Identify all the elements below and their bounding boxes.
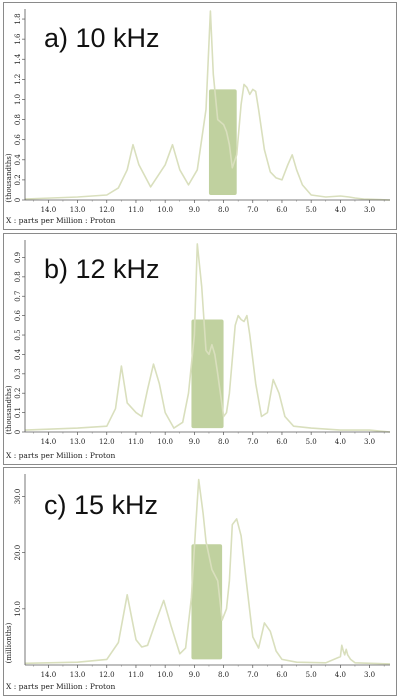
x-tick-label: 3.0 <box>364 671 375 679</box>
x-tick-label: 12.0 <box>99 206 115 214</box>
highlight-region <box>208 89 237 195</box>
spectrum-svg: 14.0 13.0 12.0 11.0 10.0 9.0 8.0 7.0 6.0 5.0 4.0 3.… <box>5 9 391 225</box>
x-tick-label: 8.0 <box>218 438 229 446</box>
spectrum-panel-12khz: 14.0 13.0 12.0 11.0 10.0 9.0 8.0 7.0 6.0 5.0 4.0 3.… <box>3 233 397 465</box>
y-axis-label: (thousandths) <box>5 385 13 434</box>
x-tick-label: 13.0 <box>70 206 86 214</box>
x-axis-label: X : parts per Million : Proton <box>6 216 116 225</box>
y-tick-label: 0.1 <box>14 407 22 418</box>
spectrum-svg: 14.0 13.0 12.0 11.0 10.0 9.0 8.0 7.0 6.0 5.0 4.0 3.… <box>5 474 391 691</box>
y-tick-label: 1.2 <box>14 74 22 85</box>
x-tick-label: 3.0 <box>364 438 375 446</box>
y-tick-label: 0.2 <box>14 388 22 399</box>
x-tick-label: 12.0 <box>99 671 115 679</box>
x-tick-label: 5.0 <box>306 206 317 214</box>
spectrum-panel-15khz: 14.0 13.0 12.0 11.0 10.0 9.0 8.0 7.0 6.0 5.0 4.0 3.… <box>3 467 397 696</box>
x-tick-label: 7.0 <box>247 206 258 214</box>
x-tick-label: 10.0 <box>157 206 173 214</box>
spectrum-panel-10khz: 14.0 13.0 12.0 11.0 10.0 9.0 8.0 7.0 6.0 5.0 4.0 3.… <box>3 2 397 230</box>
y-tick-label: 0.8 <box>14 271 22 282</box>
spectrum-trace <box>24 10 391 201</box>
x-axis-label: X : parts per Million : Proton <box>6 682 116 691</box>
x-tick-label: 5.0 <box>306 671 317 679</box>
x-tick-label: 7.0 <box>247 671 258 679</box>
y-tick-label: 1.0 <box>14 94 22 105</box>
y-tick-label: 20.0 <box>14 545 22 561</box>
x-tick-label: 14.0 <box>41 438 57 446</box>
y-tick-label: 0.6 <box>14 134 22 146</box>
y-tick-label: 0.7 <box>14 291 22 302</box>
y-tick-label: 30.0 <box>14 489 22 505</box>
y-tick-label: 0.9 <box>14 252 22 263</box>
x-tick-label: 13.0 <box>70 671 86 679</box>
x-tick-label: 13.0 <box>70 438 86 446</box>
y-tick-label: 0.4 <box>14 154 22 166</box>
spectrum-svg: 14.0 13.0 12.0 11.0 10.0 9.0 8.0 7.0 6.0 5.0 4.0 3.… <box>5 240 391 460</box>
y-tick-label: 1.6 <box>14 33 22 45</box>
x-tick-label: 6.0 <box>276 438 287 446</box>
y-tick-label: 0.5 <box>14 329 22 340</box>
panel-title: c) 15 kHz <box>44 490 158 520</box>
x-tick-label: 10.0 <box>157 671 173 679</box>
x-axis-label: X : parts per Million : Proton <box>6 451 116 460</box>
x-tick-label: 8.0 <box>218 671 229 679</box>
y-tick-label: 0.2 <box>14 174 22 185</box>
x-tick-label: 3.0 <box>364 206 375 214</box>
y-tick-label: 0 <box>14 198 22 202</box>
x-tick-label: 14.0 <box>41 206 57 214</box>
x-tick-label: 4.0 <box>335 671 346 679</box>
x-tick-label: 5.0 <box>306 438 317 446</box>
highlight-region <box>191 319 224 429</box>
x-tick-label: 6.0 <box>276 671 287 679</box>
x-tick-label: 4.0 <box>335 438 346 446</box>
y-tick-label: 1.8 <box>14 13 22 24</box>
x-tick-label: 7.0 <box>247 438 258 446</box>
y-tick-label: 0.8 <box>14 114 22 125</box>
spectrum-trace <box>24 478 391 665</box>
x-tick-label: 14.0 <box>41 671 57 679</box>
x-tick-label: 11.0 <box>128 671 144 679</box>
y-tick-label: 1.4 <box>14 53 22 65</box>
y-tick-label: 0.6 <box>14 310 22 322</box>
x-tick-label: 8.0 <box>218 206 229 214</box>
x-tick-label: 6.0 <box>276 206 287 214</box>
x-tick-label: 11.0 <box>128 206 144 214</box>
x-tick-label: 11.0 <box>128 438 144 446</box>
x-tick-label: 9.0 <box>189 671 200 679</box>
x-tick-label: 4.0 <box>335 206 346 214</box>
spectrum-trace <box>24 243 391 433</box>
y-tick-label: 0 <box>14 430 22 434</box>
panel-title: b) 12 kHz <box>44 254 160 284</box>
highlight-region <box>191 544 223 660</box>
x-tick-label: 12.0 <box>99 438 115 446</box>
x-tick-label: 9.0 <box>189 438 200 446</box>
y-axis-label: (thousandths) <box>5 153 13 202</box>
panel-title: a) 10 kHz <box>44 23 160 53</box>
y-tick-label: 0.4 <box>14 348 22 360</box>
x-tick-label: 10.0 <box>157 438 173 446</box>
x-tick-label: 9.0 <box>189 206 200 214</box>
y-tick-label: 10.0 <box>14 601 22 617</box>
y-tick-label: 0.3 <box>14 368 22 379</box>
y-axis-label: (millionths) <box>5 622 13 663</box>
